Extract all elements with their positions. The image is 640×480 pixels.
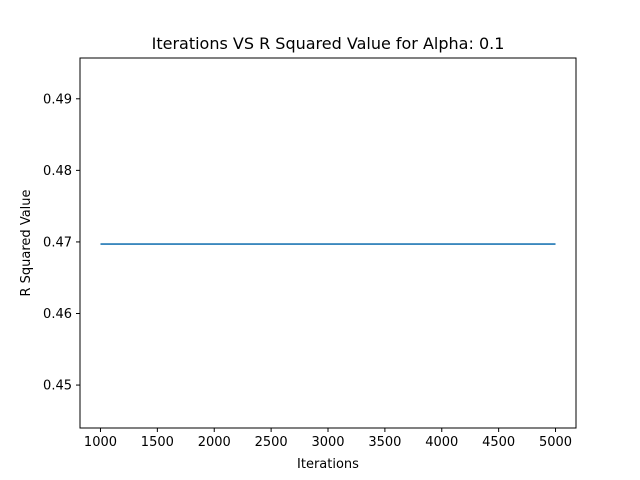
x-axis-ticks: 1000 1500 2000 2500 3000 3500 4000 4500 5000 — [84, 428, 572, 450]
y-tick-label: 0.49 — [43, 92, 72, 107]
x-axis-label: Iterations — [297, 457, 359, 472]
x-tick-label: 3500 — [368, 435, 401, 450]
chart-title: Iterations VS R Squared Value for Alpha:… — [152, 34, 505, 53]
y-axis-label: R Squared Value — [19, 189, 34, 296]
y-tick-label: 0.45 — [43, 379, 72, 394]
y-tick-label: 0.48 — [43, 164, 72, 179]
x-tick-label: 1500 — [141, 435, 174, 450]
x-tick-label: 2000 — [198, 435, 231, 450]
y-tick-label: 0.47 — [43, 235, 72, 250]
plot-area-frame — [79, 57, 577, 429]
x-tick-label: 3000 — [311, 435, 344, 450]
x-tick-label: 2500 — [255, 435, 288, 450]
y-tick-label: 0.46 — [43, 307, 72, 322]
x-tick-label: 1000 — [84, 435, 117, 450]
x-tick-label: 5000 — [539, 435, 572, 450]
x-tick-label: 4500 — [482, 435, 515, 450]
y-axis-ticks: 0.45 0.46 0.47 0.48 0.49 — [43, 92, 80, 394]
x-tick-label: 4000 — [425, 435, 458, 450]
